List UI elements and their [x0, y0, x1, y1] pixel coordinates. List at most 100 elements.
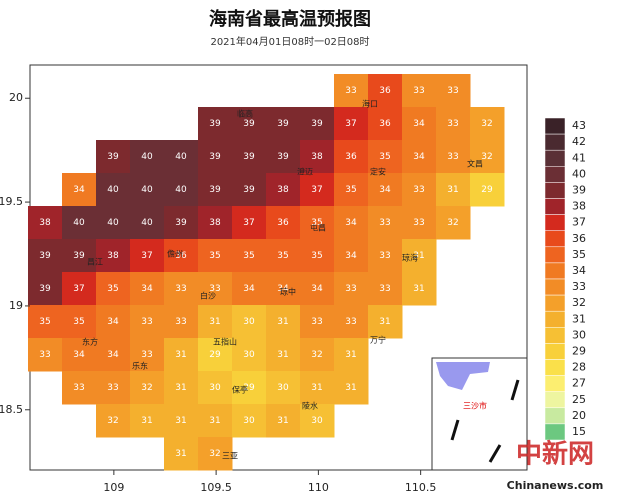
temperature-label: 34 [413, 152, 425, 162]
temperature-cell [436, 206, 471, 240]
temperature-label: 32 [311, 350, 322, 360]
temperature-label: 31 [379, 317, 390, 327]
temperature-label: 37 [345, 119, 356, 129]
colorbar-label: 32 [572, 296, 586, 309]
temperature-cell [334, 107, 369, 141]
temperature-label: 29 [481, 185, 493, 195]
temperature-cell [334, 206, 369, 240]
colorbar-swatch [544, 343, 566, 360]
temperature-cell [232, 404, 267, 438]
colorbar-swatch [544, 182, 566, 199]
temperature-cell [232, 305, 267, 339]
colorbar-label: 35 [572, 248, 586, 261]
city: 琼中 [280, 287, 296, 297]
temperature-cell [164, 272, 199, 306]
temperature-label: 33 [413, 218, 424, 228]
temperature-label: 34 [73, 185, 85, 195]
temperature-cell [96, 404, 131, 438]
temperature-cell [402, 74, 437, 108]
temperature-cell [164, 239, 199, 273]
temperature-label: 31 [175, 383, 186, 393]
city: 三亚 [222, 452, 238, 461]
temperature-label: 33 [73, 383, 84, 393]
temperature-cell [334, 338, 369, 372]
city: 万宁 [370, 335, 386, 345]
colorbar-swatch [544, 198, 566, 215]
temperature-cell [198, 107, 233, 141]
temperature-label: 31 [277, 350, 288, 360]
temperature-label: 32 [447, 218, 458, 228]
temperature-cell [96, 173, 131, 207]
temperature-cell [62, 173, 97, 207]
watermark: 中新网 [516, 439, 594, 470]
temperature-cell [96, 371, 131, 405]
colorbar-swatch [544, 423, 566, 441]
colorbar-label: 36 [572, 232, 586, 245]
temperature-cell [198, 239, 233, 273]
city: 陵水 [302, 401, 318, 411]
temperature-cell [266, 371, 301, 405]
temperature-cell [130, 173, 165, 207]
temperature-label: 39 [39, 251, 51, 261]
city-labels: 海口 临高 澄迈 定安 文昌 儋州 屯昌 琼海 琼中 昌江 白沙 万宁 五指山 … [82, 99, 483, 461]
temperature-cell [62, 338, 97, 372]
temperature-cell [300, 239, 335, 273]
temperature-cell [164, 140, 199, 174]
temperature-label: 34 [73, 350, 85, 360]
colorbar-swatch [544, 310, 566, 328]
temperature-cell [470, 107, 505, 141]
temperature-cell [300, 173, 335, 207]
temperature-label: 38 [39, 218, 51, 228]
y-tick-label: 19.5 [0, 195, 23, 208]
temperature-label: 31 [277, 416, 288, 426]
temperature-cell [334, 272, 369, 306]
temperature-label: 35 [379, 152, 390, 162]
colorbar-swatch [544, 230, 566, 248]
temperature-cell [198, 140, 233, 174]
temperature-label: 34 [379, 185, 391, 195]
temperature-cell [266, 272, 301, 306]
temperature-cell [28, 239, 63, 273]
city: 五指山 [213, 337, 237, 347]
temperature-label: 37 [73, 284, 84, 294]
temperature-cell [300, 371, 335, 405]
temperature-label: 36 [345, 152, 357, 162]
temperature-cell [130, 140, 165, 174]
temperature-label: 39 [175, 218, 187, 228]
temperature-cell [232, 239, 267, 273]
temperature-label: 32 [107, 416, 118, 426]
temperature-label: 32 [141, 383, 152, 393]
temperature-cell [266, 404, 301, 438]
temperature-label: 37 [311, 185, 322, 195]
temperature-label: 35 [39, 317, 50, 327]
colorbar: 43 42 41 40 39 38 37 36 35 34 33 32 31 30 29 28 27 25 20 15 [544, 117, 586, 441]
inset-land [436, 362, 490, 390]
temperature-label: 36 [277, 218, 289, 228]
colorbar-swatch [544, 327, 566, 344]
inset-label: 三沙市 [463, 401, 487, 411]
temperature-cell [130, 239, 165, 273]
city: 保亭 [232, 385, 248, 395]
temperature-cell [334, 371, 369, 405]
temperature-cell [28, 272, 63, 306]
x-tick-label: 110.5 [405, 481, 437, 494]
temperature-label: 31 [413, 251, 424, 261]
colorbar-swatch [544, 117, 566, 135]
temperature-label: 39 [311, 119, 323, 129]
temperature-cell [368, 206, 403, 240]
city: 乐东 [132, 361, 148, 371]
temperature-label: 31 [175, 416, 186, 426]
temperature-label: 35 [345, 185, 356, 195]
temperature-cell [334, 239, 369, 273]
city: 屯昌 [310, 223, 326, 233]
temperature-label: 31 [345, 350, 356, 360]
inset: 三沙市 [431, 357, 528, 471]
temperature-cell [130, 272, 165, 306]
temperature-cell [62, 272, 97, 306]
temperature-cell [62, 305, 97, 339]
colorbar-label: 34 [572, 264, 586, 277]
temperature-cell [164, 338, 199, 372]
y-tick-label: 20 [9, 91, 23, 104]
temperature-label: 38 [107, 251, 119, 261]
temperature-label: 35 [107, 284, 118, 294]
